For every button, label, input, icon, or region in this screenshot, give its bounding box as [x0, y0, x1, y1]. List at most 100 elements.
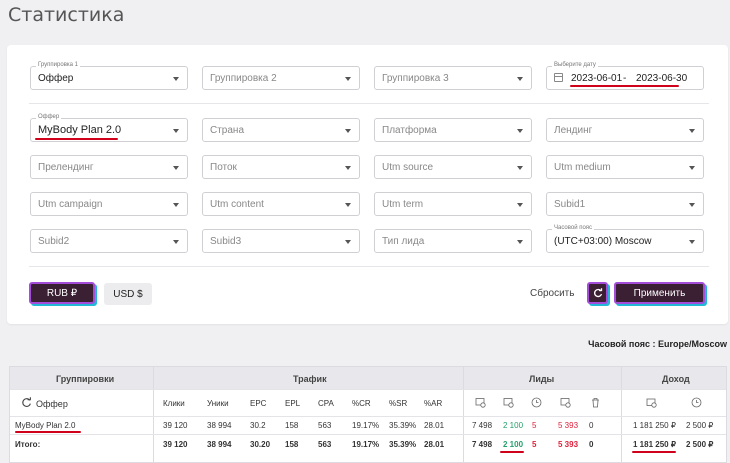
refresh-button[interactable]: [587, 282, 608, 304]
total-leads-approved: 2 100: [503, 440, 524, 449]
stats-table: Группировки Трафик Лиды Доход Оффер Клик…: [9, 366, 727, 463]
chevron-down-icon: [517, 240, 523, 244]
trash-icon[interactable]: [590, 397, 601, 408]
timezone-label: Часовой пояс: [552, 224, 595, 232]
total-cpa: 563: [318, 440, 332, 449]
flow-select[interactable]: Поток: [202, 155, 360, 179]
subid1-placeholder: Subid1: [554, 199, 586, 210]
table-header-bg: [10, 367, 726, 389]
filter-panel: Группировка 1 Оффер Группировка 2 Группи…: [7, 45, 728, 324]
chevron-down-icon: [345, 166, 351, 170]
utm-term-select[interactable]: Utm term: [374, 192, 532, 216]
grouping3-placeholder: Группировка 3: [382, 73, 449, 84]
lead-total-icon[interactable]: [475, 397, 486, 408]
utm-content-select[interactable]: Utm content: [202, 192, 360, 216]
row-leads-approved: 2 100: [503, 421, 524, 430]
row-leads-hold: 5: [532, 421, 537, 430]
row-offer-name[interactable]: MyBody Plan 2.0: [15, 421, 76, 430]
chevron-down-icon: [345, 203, 351, 207]
row-ar: 28.01: [424, 421, 445, 430]
total-label: Итого:: [15, 440, 41, 449]
country-select[interactable]: Страна: [202, 118, 360, 142]
subid2-placeholder: Subid2: [38, 236, 70, 247]
utm-medium-select[interactable]: Utm medium: [546, 155, 704, 179]
total-epc: 30.20: [250, 440, 271, 449]
subid2-select[interactable]: Subid2: [30, 229, 188, 253]
refresh-icon[interactable]: [21, 397, 32, 408]
chevron-down-icon: [689, 129, 695, 133]
total-leads-trash: 0: [589, 440, 594, 449]
page-title: Статистика: [8, 4, 125, 26]
chevron-down-icon: [345, 129, 351, 133]
timezone-select[interactable]: Часовой пояс (UTC+03:00) Moscow: [546, 224, 704, 253]
prelanding-select[interactable]: Прелендинг: [30, 155, 188, 179]
chevron-down-icon: [689, 240, 695, 244]
col-header-epc[interactable]: EPC: [250, 399, 267, 408]
total-epl: 158: [285, 440, 299, 449]
flow-placeholder: Поток: [210, 162, 237, 173]
chevron-down-icon: [345, 240, 351, 244]
chevron-down-icon: [173, 203, 179, 207]
subid1-select[interactable]: Subid1: [546, 192, 704, 216]
total-cr: 19.17%: [352, 440, 380, 449]
chevron-down-icon: [173, 166, 179, 170]
utm-term-placeholder: Utm term: [382, 199, 424, 210]
chevron-down-icon: [173, 77, 179, 81]
offer-label: Оффер: [36, 113, 62, 121]
col-header-cpa[interactable]: CPA: [318, 399, 334, 408]
income-highlight-underline: [632, 451, 676, 453]
row-cr: 19.17%: [352, 421, 380, 430]
chevron-down-icon: [517, 166, 523, 170]
col-header-uniques[interactable]: Уники: [207, 399, 229, 408]
currency-rub-button[interactable]: RUB ₽: [29, 282, 95, 304]
clock-icon[interactable]: [691, 397, 702, 408]
col-header-cr[interactable]: %CR: [352, 399, 371, 408]
group-header-income: Доход: [662, 374, 690, 384]
row-income-hold: 2 500 ₽: [686, 421, 714, 430]
clock-icon[interactable]: [531, 397, 542, 408]
utm-campaign-select[interactable]: Utm campaign: [30, 192, 188, 216]
currency-rub-label: RUB ₽: [46, 287, 78, 299]
total-sr: 35.39%: [389, 440, 417, 449]
row-cpa: 563: [318, 421, 332, 430]
date-to: 2023-06-30: [636, 73, 688, 84]
col-header-ar[interactable]: %AR: [424, 399, 443, 408]
grouping-column-header[interactable]: Оффер: [36, 399, 68, 409]
landing-select[interactable]: Лендинг: [546, 118, 704, 142]
utm-source-select[interactable]: Utm source: [374, 155, 532, 179]
grouping3-select[interactable]: Группировка 3: [374, 66, 532, 90]
chevron-down-icon: [173, 129, 179, 133]
col-header-epl[interactable]: EPL: [285, 399, 301, 408]
total-leads-rejected: 5 393: [558, 440, 579, 449]
total-income-total: 1 181 250 ₽: [633, 440, 676, 449]
row-leads-trash: 0: [589, 421, 594, 430]
approved-highlight-underline: [500, 451, 524, 453]
col-header-sr[interactable]: %SR: [389, 399, 408, 408]
subid3-select[interactable]: Subid3: [202, 229, 360, 253]
total-leads-hold: 5: [532, 440, 537, 449]
group-header-leads: Лиды: [529, 374, 555, 384]
row-leads-total: 7 498: [472, 421, 493, 430]
timezone-note: Часовой пояс : Europe/Moscow: [588, 339, 727, 349]
lead-approved-icon[interactable]: [503, 397, 514, 408]
platform-select[interactable]: Платформа: [374, 118, 532, 142]
grouping1-select[interactable]: Группировка 1 Оффер: [30, 61, 188, 90]
platform-placeholder: Платформа: [382, 125, 437, 136]
grouping2-placeholder: Группировка 2: [210, 73, 277, 84]
offer-value: MyBody Plan 2.0: [38, 124, 122, 136]
landing-placeholder: Лендинг: [554, 125, 593, 136]
wallet-icon[interactable]: [646, 397, 657, 408]
col-header-clicks[interactable]: Клики: [163, 399, 185, 408]
utm-content-placeholder: Utm content: [210, 199, 264, 210]
total-ar: 28.01: [424, 440, 445, 449]
currency-usd-button[interactable]: USD $: [104, 283, 152, 305]
lead-rejected-icon[interactable]: [560, 397, 571, 408]
reset-button[interactable]: Сбросить: [530, 288, 575, 299]
divider: [10, 434, 726, 435]
grouping2-select[interactable]: Группировка 2: [202, 66, 360, 90]
chevron-down-icon: [689, 203, 695, 207]
prelanding-placeholder: Прелендинг: [38, 162, 94, 173]
apply-button[interactable]: Применить: [614, 282, 705, 304]
row-epl: 158: [285, 421, 299, 430]
lead-type-select[interactable]: Тип лида: [374, 229, 532, 253]
